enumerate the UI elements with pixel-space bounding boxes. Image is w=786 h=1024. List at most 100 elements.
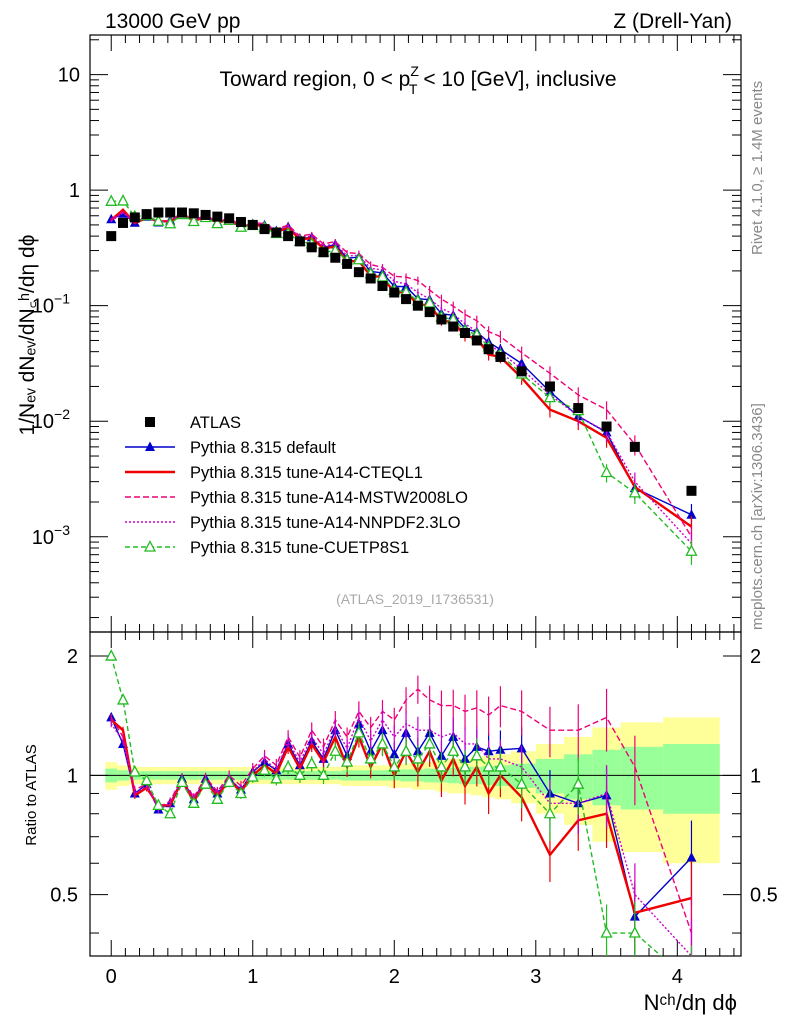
atlas-data-point [153, 207, 164, 218]
atlas-data-point [471, 335, 482, 346]
series-point-ratio [686, 852, 697, 862]
series-point-ratio [447, 744, 460, 756]
series-point-ratio [234, 786, 248, 799]
top-y-tick-label: 10−2 [32, 406, 70, 433]
series-line-ratio [110, 715, 692, 956]
top-y-tick-label: 1 [69, 180, 80, 202]
x-tick-label: 0 [106, 966, 117, 988]
series-line-ratio [110, 655, 663, 956]
series-line-ratio [110, 688, 693, 934]
rivet-label: Rivet 4.1.0, ≥ 1.4M events [749, 81, 766, 255]
atlas-data-point [306, 242, 317, 253]
series-point-ratio [470, 748, 483, 761]
x-axis-label: Nᶜʰ/dη dϕ [644, 990, 737, 1015]
top-series-group [105, 194, 698, 566]
series-point-top [187, 214, 200, 227]
series-line-top [110, 212, 692, 544]
analysis-id: (ATLAS_2019_I1736531) [336, 591, 494, 607]
series-point-ratio [128, 765, 141, 777]
series-point-ratio [389, 748, 400, 759]
series-point-top [543, 390, 557, 403]
series-point-ratio [399, 744, 413, 756]
mcplots-label: mcplots.cern.ch [arXiv:1306.3436] [749, 403, 766, 630]
series-point-ratio [116, 693, 130, 705]
series-point-ratio [686, 977, 696, 987]
series-point-ratio [423, 737, 436, 749]
legend-entry: Pythia 8.315 tune-A14-CTEQL1 [125, 464, 423, 482]
atlas-data-point [224, 213, 235, 224]
atlas-data-point [516, 366, 527, 377]
legend-entry: Pythia 8.315 tune-A14-MSTW2008LO [125, 489, 468, 507]
series-point-ratio [572, 777, 585, 789]
atlas-data-point [141, 209, 152, 220]
series-point-ratio [329, 744, 342, 756]
series-point-ratio [164, 806, 177, 819]
series-point-ratio [628, 926, 641, 938]
series-point-top [686, 509, 697, 519]
series-point-top [628, 485, 641, 498]
series-line-top [111, 200, 692, 552]
series-point-ratio [341, 755, 354, 767]
series-point-ratio [246, 770, 259, 782]
atlas-data-point [460, 328, 471, 339]
series-point-ratio [282, 760, 295, 772]
atlas-data-point [448, 321, 459, 332]
series-point-ratio [140, 773, 153, 786]
legend-label: Pythia 8.315 tune-A14-CTEQL1 [190, 464, 423, 482]
atlas-data-point [686, 485, 697, 496]
series-point-top [600, 465, 613, 478]
atlas-data-point [271, 227, 282, 238]
atlas-data-point [601, 421, 612, 432]
ratio-y-tick-label-left: 0.5 [50, 885, 78, 907]
atlas-data-point [365, 273, 376, 284]
ratio-y-tick-label-right: 1 [750, 765, 761, 787]
legend-entry: Pythia 8.315 tune-A14-NNPDF2.3LO [125, 514, 461, 532]
atlas-data-point [573, 403, 584, 414]
legend-marker [143, 540, 157, 552]
legend-entry: ATLAS [145, 414, 241, 432]
atlas-data-point [294, 236, 305, 247]
series-point-ratio [543, 806, 557, 819]
atlas-data-point [188, 208, 199, 219]
top-y-tick-label: 10 [58, 65, 80, 87]
data-uncertainty-bands [105, 717, 720, 864]
series-point-top [685, 544, 698, 556]
series-point-ratio [258, 763, 271, 775]
atlas-data-point [200, 209, 211, 220]
series-point-top [352, 252, 365, 265]
series-point-top [116, 194, 130, 206]
atlas-data-point [377, 281, 388, 292]
atlas-data-point [483, 344, 494, 355]
atlas-data-point [318, 247, 329, 258]
series-point-top [164, 216, 177, 229]
series-point-ratio [211, 792, 224, 804]
series-point-ratio [482, 760, 495, 772]
atlas-data-point [544, 381, 555, 392]
series-point-ratio [293, 768, 306, 780]
top-y-tick-label: 10−3 [32, 522, 70, 549]
legend-label: Pythia 8.315 tune-A14-MSTW2008LO [190, 489, 468, 507]
atlas-data-point [412, 300, 423, 311]
top-y-tick-label: 10−1 [32, 291, 70, 318]
series-point-ratio [317, 768, 330, 780]
legend-marker [145, 441, 155, 451]
series-point-ratio [187, 796, 200, 808]
x-tick-label: 2 [389, 966, 400, 988]
series-point-ratio [175, 775, 189, 788]
atlas-data-point [118, 217, 129, 228]
series-point-ratio [105, 649, 118, 661]
band-green-bin [663, 743, 720, 814]
atlas-data-point [283, 231, 294, 242]
legend-label: Pythia 8.315 tune-CUETP8S1 [190, 539, 409, 557]
legend-entry: Pythia 8.315 default [125, 439, 336, 457]
atlas-data-point [389, 287, 400, 298]
atlas-data-point [436, 314, 447, 325]
atlas-data-point [176, 207, 187, 218]
legend-marker [145, 417, 155, 427]
legend-label: ATLAS [190, 414, 241, 432]
legend-label: Pythia 8.315 default [190, 439, 336, 457]
series-point-top [423, 296, 436, 308]
series-point-ratio [305, 756, 318, 769]
series-point-ratio [458, 760, 472, 772]
ratio-panel: 0 1 2 3 4 0.5 0.5 1 1 2 2 [50, 631, 778, 988]
